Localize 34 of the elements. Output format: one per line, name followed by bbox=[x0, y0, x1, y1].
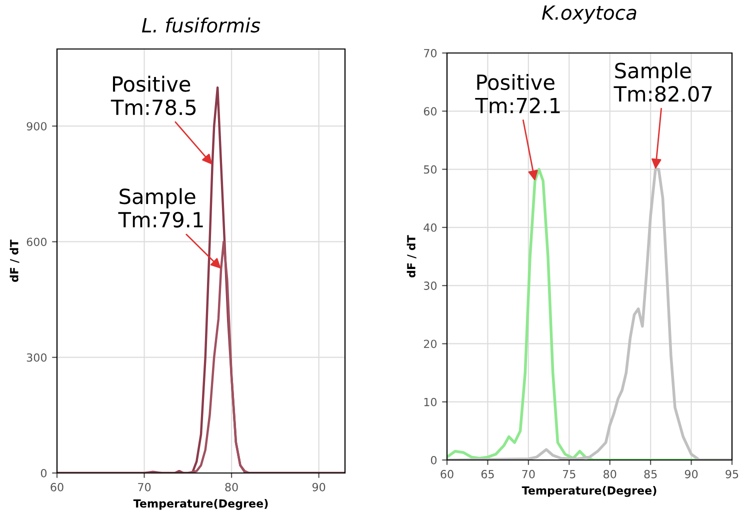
x-axis-title: Temperature(Degree) bbox=[522, 486, 656, 497]
x-tick-label: 60 bbox=[50, 482, 64, 492]
y-tick-label: 70 bbox=[424, 48, 437, 58]
x-tick-label: 70 bbox=[138, 482, 151, 492]
chart-title: L. fusiformis bbox=[142, 18, 260, 33]
x-tick-label: 85 bbox=[644, 470, 657, 478]
y-axis-title: dF / dT bbox=[406, 235, 416, 278]
x-axis-title: Temperature(Degree) bbox=[133, 499, 268, 510]
y-tick-label: 30 bbox=[424, 282, 437, 290]
y-tick-label: 0 bbox=[40, 468, 47, 478]
y-tick-label: 10 bbox=[424, 398, 437, 406]
y-tick-label: 900 bbox=[26, 122, 47, 130]
x-tick-label: 90 bbox=[312, 482, 326, 492]
y-tick-label: 40 bbox=[424, 223, 437, 232]
y-tick-label: 600 bbox=[26, 238, 47, 246]
y-tick-label: 20 bbox=[424, 340, 437, 348]
x-tick-label: 60 bbox=[440, 470, 454, 478]
chart-title: K.oxytoca bbox=[542, 5, 636, 24]
y-tick-label: 0 bbox=[430, 456, 437, 464]
y-tick-label: 300 bbox=[26, 353, 47, 362]
x-tick-label: 75 bbox=[562, 470, 576, 478]
x-tick-label: 95 bbox=[726, 470, 738, 478]
y-axis-title: dF / dT bbox=[10, 240, 20, 282]
y-tick-label: 50 bbox=[424, 165, 437, 174]
x-tick-label: 80 bbox=[604, 470, 616, 478]
annotation: Sample Tm:79.1 bbox=[118, 188, 203, 228]
x-tick-label: 70 bbox=[522, 470, 535, 478]
x-tick-label: 65 bbox=[481, 470, 494, 478]
x-tick-label: 90 bbox=[684, 470, 698, 478]
annotation: Sample Tm:82.07 bbox=[614, 62, 712, 102]
y-tick-label: 60 bbox=[424, 107, 437, 116]
x-tick-label: 80 bbox=[225, 482, 238, 492]
annotation: Positive Tm:78.5 bbox=[110, 76, 196, 116]
annotation: Positive Tm:72.1 bbox=[475, 74, 560, 114]
